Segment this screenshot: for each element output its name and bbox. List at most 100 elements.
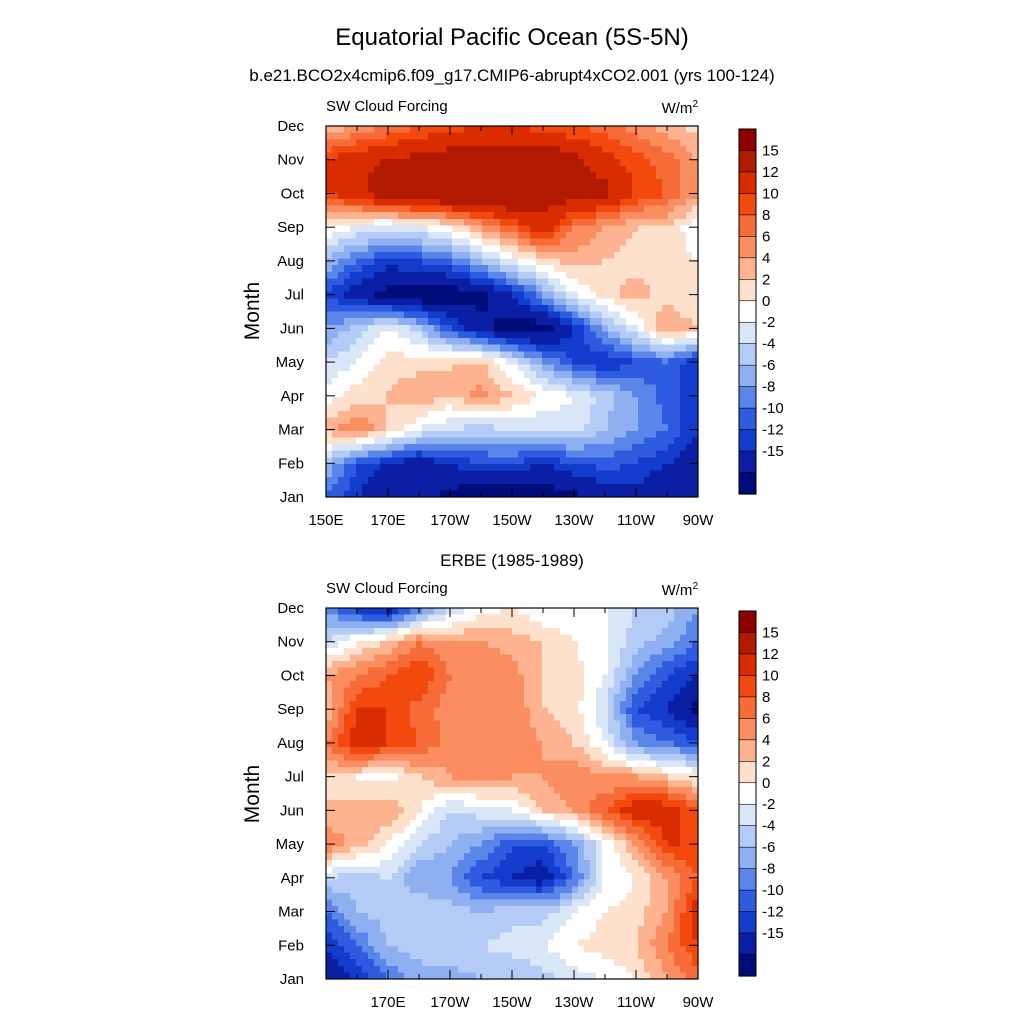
contour-cell [422,707,429,715]
contour-cell [368,417,375,425]
contour-cell [542,324,549,332]
contour-cell [626,674,633,682]
contour-cell [506,126,513,134]
contour-cell [440,753,447,761]
contour-cell [434,463,441,472]
contour-cell [668,700,675,708]
contour-cell [518,720,525,728]
contour-cell [650,674,657,682]
contour-cell [464,304,471,313]
contour-cell [428,404,435,412]
contour-cell [386,634,393,642]
contour-cell [662,667,669,675]
contour-cell [632,740,639,748]
contour-cell [488,621,495,629]
contour-cell [392,152,399,160]
contour-cell [542,139,549,147]
contour-cell [416,258,423,266]
contour-cell [482,747,489,755]
contour-cell [608,364,615,372]
contour-cell [458,714,465,722]
contour-cell [404,417,411,425]
contour-cell [686,285,693,293]
contour-cell [482,457,489,465]
contour-cell [470,740,477,748]
contour-cell [500,424,507,432]
contour-cell [620,271,627,279]
contour-cell [446,477,453,485]
contour-cell [344,621,351,629]
contour-cell [560,304,567,313]
contour-cell [686,424,693,432]
y-tick-label: Dec [277,118,304,135]
contour-cell [668,285,675,293]
contour-cell [680,740,687,748]
contour-cell [428,627,435,636]
contour-cell [620,470,627,478]
contour-cell [650,198,657,207]
contour-cell [542,185,549,193]
contour-cell [338,747,345,755]
contour-cell [488,311,495,319]
contour-cell [410,391,417,399]
contour-cell [476,371,483,379]
contour-cell [422,674,429,682]
contour-cell [536,126,543,134]
contour-cell [524,404,531,412]
contour-cell [692,674,698,682]
contour-cell [584,391,591,399]
contour-cell [608,490,615,497]
contour-cell [554,126,561,134]
contour-cell [614,298,621,306]
contour-cell [494,707,501,715]
contour-cell [338,714,345,722]
contour-cell [470,331,477,339]
contour-cell [446,437,453,445]
contour-cell [440,198,447,207]
contour-cell [536,674,543,682]
contour-cell [548,608,555,616]
contour-cell [434,457,441,465]
contour-cell [536,152,543,160]
contour-cell [464,225,471,233]
contour-cell [410,304,417,313]
contour-cell [326,490,333,497]
contour-cell [512,641,519,649]
contour-cell [380,477,387,485]
contour-cell [656,318,663,326]
contour-cell [614,338,621,346]
contour-cell [482,159,489,167]
contour-cell [620,165,627,173]
contour-cell [524,265,531,273]
contour-cell [584,687,591,695]
contour-cell [584,212,591,220]
contour-cell [494,245,501,253]
contour-cell [344,331,351,339]
contour-cell [410,344,417,352]
contour-cell [584,733,591,742]
contour-cell [488,179,495,187]
contour-cell [374,132,381,140]
contour-cell [422,265,429,273]
contour-cell [458,661,465,669]
contour-cell [542,377,549,385]
contour-cell [326,437,333,445]
contour-cell [626,145,633,154]
contour-cell [608,238,615,246]
contour-cell [440,218,447,226]
contour-cell [326,238,333,246]
contour-cell [590,351,597,359]
contour-cell [632,172,639,180]
contour-cell [482,271,489,279]
contour-cell [368,265,375,273]
contour-cell [548,318,555,326]
contour-cell [578,727,585,735]
contour-cell [548,727,555,735]
contour-cell [650,647,657,655]
contour-cell [662,364,669,372]
contour-cell [428,410,435,419]
contour-cell [356,430,363,438]
contour-cell [578,198,585,207]
contour-cell [524,245,531,253]
contour-cell [536,285,543,293]
